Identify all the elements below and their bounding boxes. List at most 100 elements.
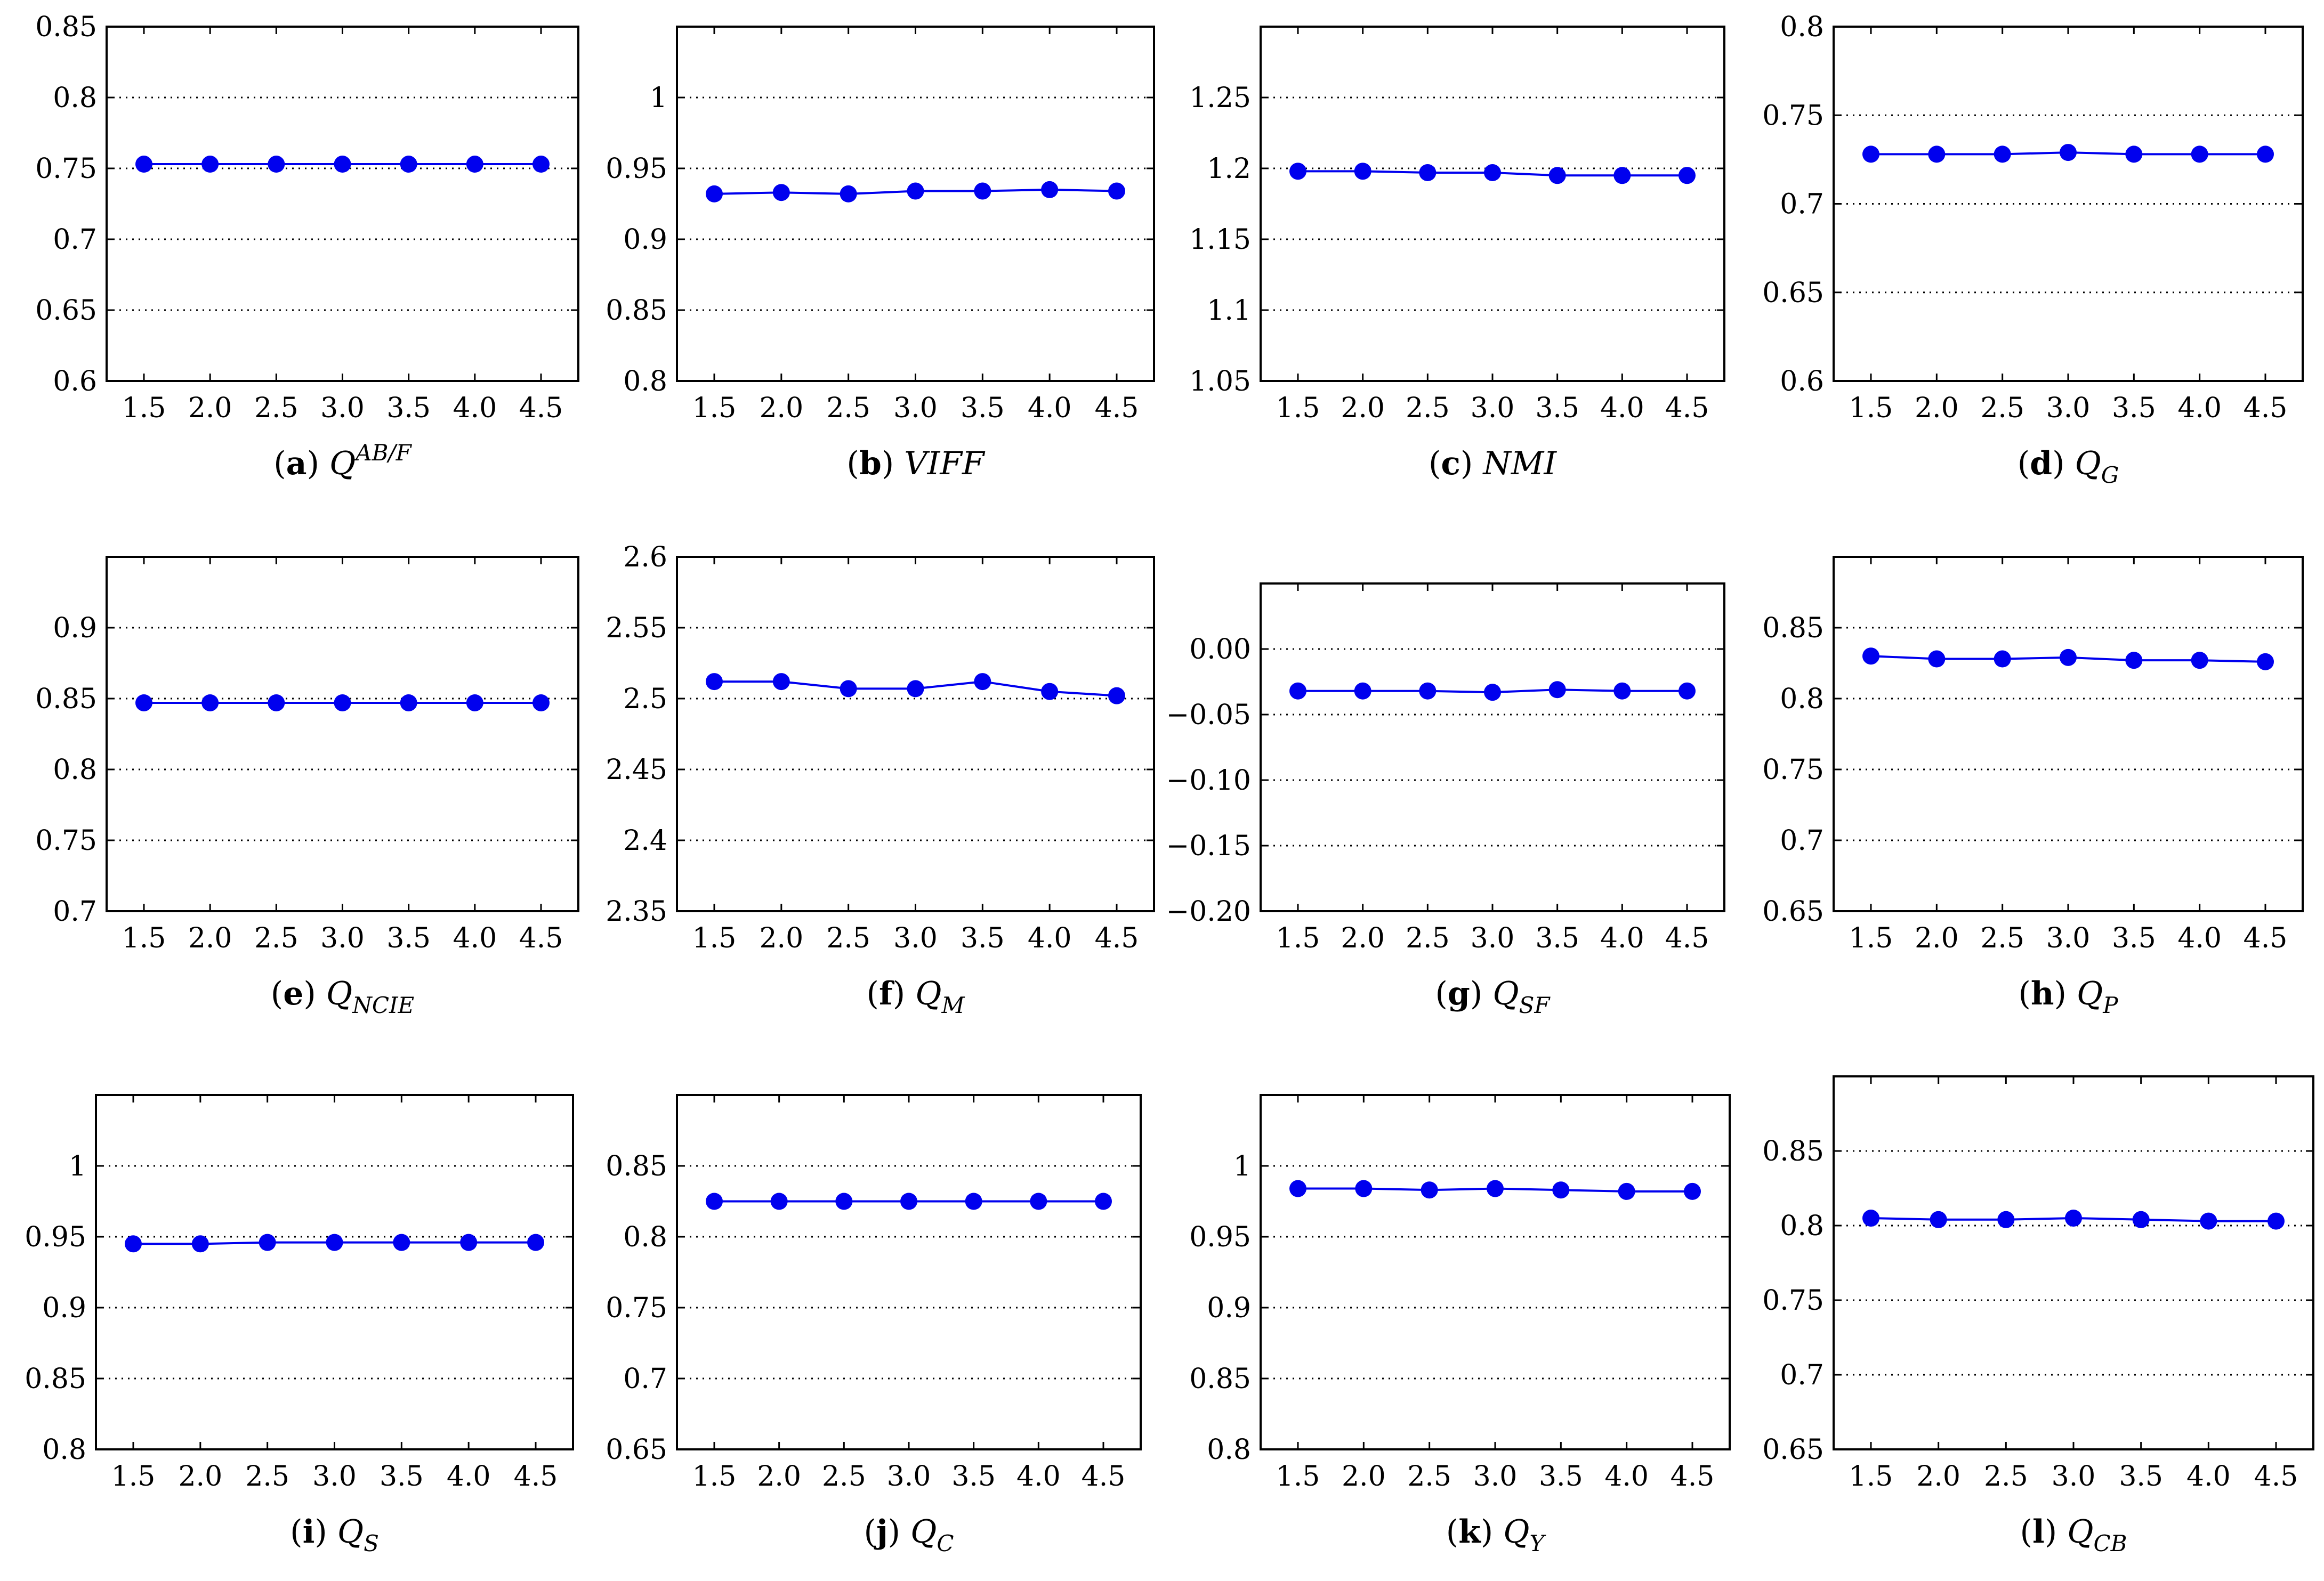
x-tick-label: 2.0 (1915, 922, 1959, 954)
data-point (1354, 163, 1371, 180)
x-tick-label: 3.5 (2112, 392, 2156, 424)
x-tick-label: 4.5 (2244, 922, 2288, 954)
y-tick-label: 0.65 (1762, 277, 1824, 309)
data-point (400, 156, 417, 173)
x-tick-label: 2.5 (1980, 392, 2024, 424)
x-tick-label: 4.5 (1082, 1461, 1126, 1493)
panel-caption: (j) QC (864, 1513, 954, 1556)
x-tick-label: 2.5 (826, 922, 870, 954)
panel-g: −0.20 −0.15 −0.10 −0.05 0.00 1.5 2.0 2.5 3.0 3.5 4… (1166, 582, 1725, 1018)
data-point (840, 185, 857, 202)
data-point (201, 694, 219, 711)
y-tick-label: 1.25 (1189, 82, 1251, 114)
y-tick-label: 2.6 (623, 541, 667, 573)
data-point (706, 185, 723, 202)
data-point (2257, 653, 2274, 670)
x-tick-label: 3.0 (1471, 922, 1515, 954)
x-tick-label: 3.0 (320, 922, 365, 954)
data-point (770, 1193, 788, 1210)
data-point (466, 694, 483, 711)
data-point (1679, 167, 1696, 184)
x-tick-label: 4.5 (519, 392, 563, 424)
x-tick-label: 2.5 (254, 922, 298, 954)
data-point (2125, 145, 2143, 163)
x-tick-label: 3.5 (2112, 922, 2156, 954)
data-point (974, 673, 991, 691)
data-point (259, 1234, 276, 1251)
panel-caption: (k) QY (1446, 1513, 1547, 1556)
y-tick-label: 0.65 (606, 1434, 667, 1466)
data-point (772, 673, 790, 691)
y-tick-label: 0.6 (1780, 366, 1824, 398)
data-point (2060, 144, 2077, 161)
x-tick-label: 2.0 (1341, 922, 1385, 954)
y-tick-label: −0.20 (1166, 896, 1251, 928)
x-tick-label: 3.0 (2046, 392, 2091, 424)
data-point (326, 1234, 343, 1251)
data-point (1289, 1180, 1306, 1197)
data-point (2132, 1211, 2150, 1228)
panel-caption: (f) QM (867, 975, 965, 1018)
data-point (1484, 684, 1501, 701)
x-tick-label: 4.0 (1600, 392, 1644, 424)
panel-b: 0.8 0.85 0.9 0.95 1 1.5 2.0 2.5 3.0 3.5 4.0 4.5 (b) … (606, 26, 1155, 482)
panel-c: 1.05 1.1 1.15 1.2 1.25 1.5 2.0 2.5 3.0 3.5 4.0 4.5 (… (1189, 26, 1725, 482)
x-tick-label: 3.5 (1535, 392, 1579, 424)
data-point (2065, 1210, 2082, 1227)
panel-caption: (b) VIFF (846, 445, 986, 482)
y-tick-label: 0.85 (606, 1150, 667, 1182)
y-tick-label: 2.55 (606, 612, 667, 644)
x-tick-label: 2.5 (822, 1461, 866, 1493)
x-tick-label: 1.5 (1276, 922, 1320, 954)
y-tick-label: 0.85 (35, 11, 97, 43)
y-tick-label: 1.1 (1207, 295, 1251, 327)
y-tick-label: 1.05 (1189, 366, 1251, 398)
x-tick-label: 1.5 (1276, 1461, 1320, 1493)
data-point (835, 1193, 853, 1210)
panel-caption: (l) QCB (2020, 1513, 2127, 1556)
y-tick-label: −0.05 (1166, 699, 1251, 731)
y-tick-label: 0.65 (35, 295, 97, 327)
y-tick-label: 0.9 (42, 1292, 86, 1324)
x-tick-label: 3.0 (887, 1461, 931, 1493)
y-tick-label: 0.7 (1780, 825, 1824, 857)
panel-caption: (a) QAB/F (273, 440, 412, 482)
data-point (2267, 1212, 2285, 1230)
y-tick-label: 0.85 (606, 295, 667, 327)
x-tick-label: 1.5 (692, 1461, 737, 1493)
data-point (2257, 145, 2274, 163)
data-point (1289, 163, 1306, 180)
panel-caption: (c) NMI (1429, 445, 1557, 482)
x-tick-label: 4.0 (1016, 1461, 1061, 1493)
y-tick-label: 2.35 (606, 896, 667, 928)
axis-frame (676, 556, 1155, 912)
data-point (1613, 682, 1631, 700)
data-point (1679, 682, 1696, 700)
data-point (1552, 1181, 1570, 1199)
x-tick-label: 3.5 (386, 392, 431, 424)
data-point (460, 1234, 478, 1251)
panel-i: 0.8 0.85 0.9 0.95 1 1.5 2.0 2.5 3.0 3.5 4.0 4.5 (i) … (25, 1094, 574, 1556)
x-tick-label: 3.5 (1535, 922, 1579, 954)
data-point (268, 694, 285, 711)
data-point (772, 184, 790, 201)
data-point (135, 694, 152, 711)
x-tick-label: 1.5 (1849, 392, 1893, 424)
x-tick-label: 2.5 (1406, 392, 1450, 424)
x-tick-label: 3.5 (961, 392, 1005, 424)
data-point (334, 156, 351, 173)
data-point (1928, 650, 1946, 668)
data-point (191, 1235, 209, 1253)
y-tick-label: 1.2 (1207, 153, 1251, 185)
x-tick-label: 4.0 (447, 1461, 491, 1493)
data-point (1354, 682, 1371, 700)
data-point (2191, 145, 2208, 163)
x-tick-label: 3.0 (2046, 922, 2091, 954)
axis-frame (676, 1094, 1142, 1450)
data-point (1997, 1211, 2015, 1228)
data-point (1684, 1182, 1701, 1200)
y-tick-label: 1 (1233, 1150, 1251, 1182)
y-tick-label: −0.15 (1166, 830, 1251, 862)
y-tick-label: 0.7 (53, 896, 97, 928)
